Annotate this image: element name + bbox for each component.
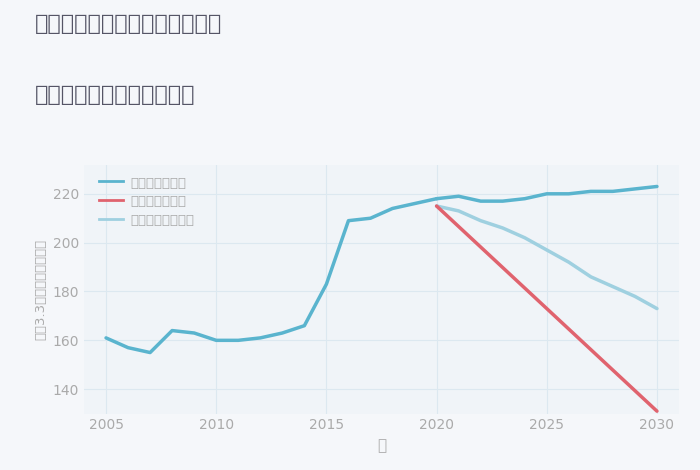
Legend: グッドシナリオ, バッドシナリオ, ノーマルシナリオ: グッドシナリオ, バッドシナリオ, ノーマルシナリオ (97, 173, 197, 230)
X-axis label: 年: 年 (377, 438, 386, 453)
Y-axis label: 坪（3.3㎡）単価（万円）: 坪（3.3㎡）単価（万円） (34, 238, 47, 340)
Text: 中古マンションの価格推移: 中古マンションの価格推移 (35, 85, 195, 105)
Text: 愛知県名古屋市千種区本山町の: 愛知県名古屋市千種区本山町の (35, 14, 223, 34)
